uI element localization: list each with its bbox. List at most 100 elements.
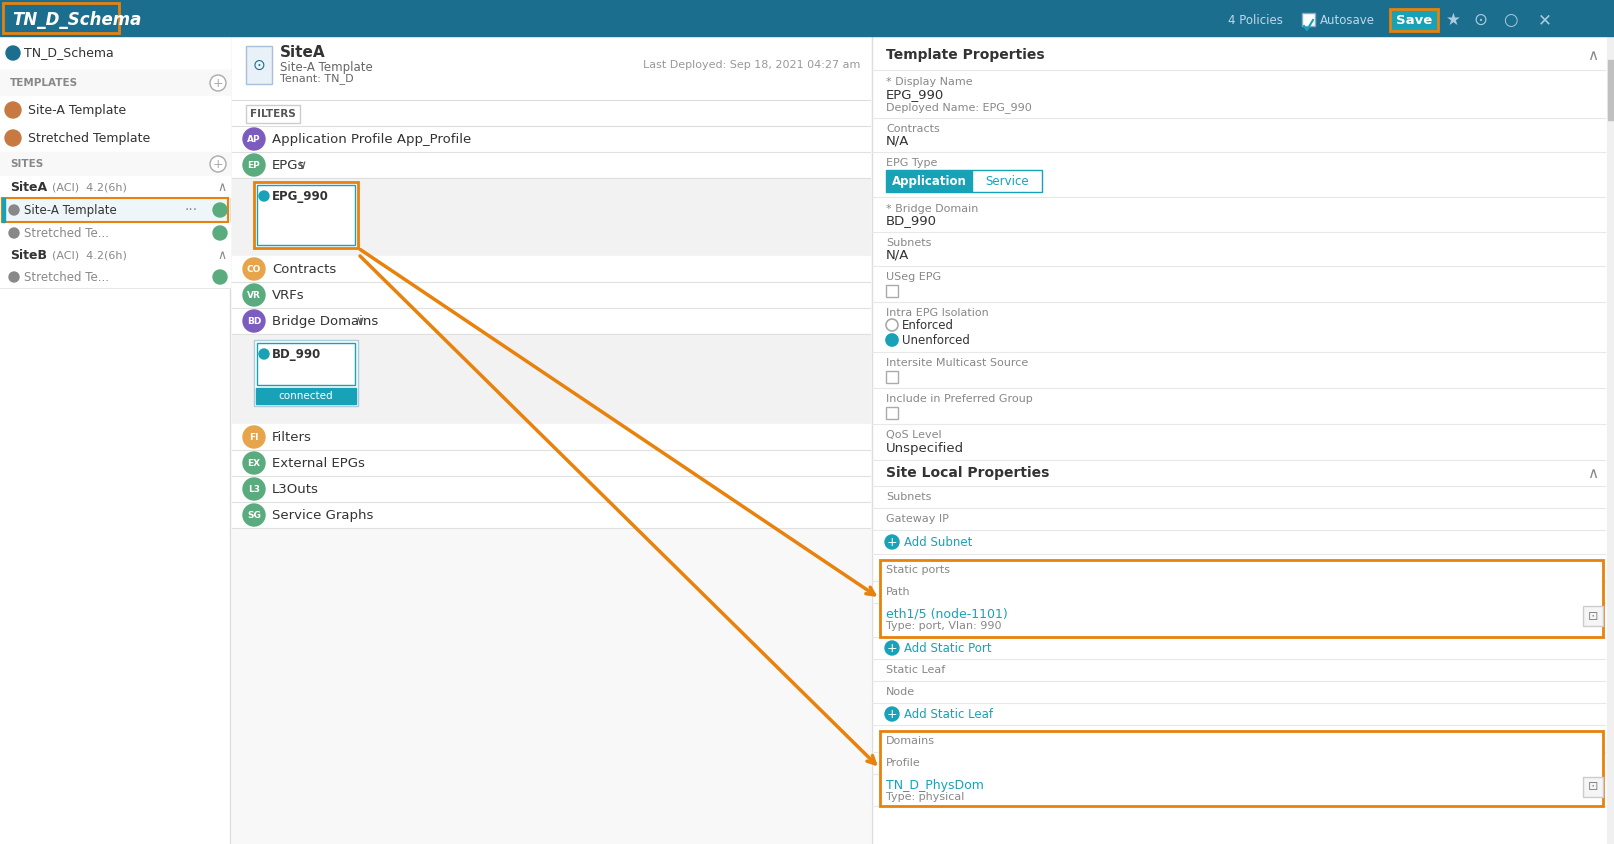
Text: 4 Policies: 4 Policies — [1227, 14, 1282, 26]
FancyBboxPatch shape — [1582, 777, 1603, 797]
Circle shape — [6, 46, 19, 60]
FancyBboxPatch shape — [1582, 606, 1603, 626]
FancyBboxPatch shape — [0, 266, 229, 288]
Text: Node: Node — [886, 687, 915, 697]
FancyBboxPatch shape — [232, 152, 870, 178]
Text: Last Deployed: Sep 18, 2021 04:27 am: Last Deployed: Sep 18, 2021 04:27 am — [642, 60, 860, 70]
FancyBboxPatch shape — [872, 36, 1614, 844]
Text: ∨: ∨ — [297, 159, 307, 171]
Text: SiteA: SiteA — [10, 181, 47, 193]
Text: ✕: ✕ — [1537, 11, 1551, 29]
FancyBboxPatch shape — [1606, 36, 1614, 844]
Text: +: + — [886, 707, 897, 721]
FancyBboxPatch shape — [232, 126, 870, 152]
Circle shape — [886, 334, 897, 346]
FancyBboxPatch shape — [0, 124, 229, 152]
FancyBboxPatch shape — [232, 476, 870, 502]
Text: +: + — [213, 158, 223, 170]
FancyBboxPatch shape — [1301, 13, 1314, 26]
Text: ⊙: ⊙ — [252, 57, 265, 73]
FancyBboxPatch shape — [257, 388, 355, 404]
Text: Static Leaf: Static Leaf — [886, 665, 944, 675]
Text: (ACI)  4.2(6h): (ACI) 4.2(6h) — [52, 250, 128, 260]
Text: Stretched Template: Stretched Template — [27, 132, 150, 144]
FancyBboxPatch shape — [0, 152, 229, 176]
Text: N/A: N/A — [886, 248, 909, 262]
Text: Subnets: Subnets — [886, 238, 931, 248]
FancyBboxPatch shape — [0, 36, 229, 70]
Text: USeg EPG: USeg EPG — [886, 272, 941, 282]
Circle shape — [242, 284, 265, 306]
Text: TEMPLATES: TEMPLATES — [10, 78, 77, 88]
Text: SG: SG — [247, 511, 261, 520]
FancyBboxPatch shape — [232, 100, 870, 126]
FancyBboxPatch shape — [0, 244, 229, 266]
Text: (ACI)  4.2(6h): (ACI) 4.2(6h) — [52, 182, 128, 192]
Text: FI: FI — [249, 432, 258, 441]
FancyBboxPatch shape — [886, 285, 897, 297]
Text: CO: CO — [247, 264, 261, 273]
FancyBboxPatch shape — [0, 96, 229, 124]
Text: Add Static Leaf: Add Static Leaf — [904, 707, 993, 721]
Text: Subnets: Subnets — [886, 492, 931, 502]
Text: * Display Name: * Display Name — [886, 77, 972, 87]
Text: Stretched Te...: Stretched Te... — [24, 270, 108, 284]
Text: EPGs: EPGs — [271, 159, 305, 171]
FancyBboxPatch shape — [0, 36, 229, 844]
Text: Contracts: Contracts — [271, 262, 336, 275]
FancyBboxPatch shape — [257, 343, 355, 385]
Text: Site-A Template: Site-A Template — [279, 61, 373, 73]
Text: Unenforced: Unenforced — [902, 333, 970, 347]
Circle shape — [213, 270, 228, 284]
Text: BD_990: BD_990 — [271, 348, 321, 360]
Circle shape — [884, 535, 899, 549]
Text: Save: Save — [1394, 14, 1432, 26]
Circle shape — [213, 203, 228, 217]
Text: Service: Service — [985, 175, 1028, 187]
Text: Stretched Te...: Stretched Te... — [24, 226, 108, 240]
Text: ★: ★ — [1445, 11, 1459, 29]
Text: ⊡: ⊡ — [1587, 781, 1598, 793]
FancyBboxPatch shape — [232, 36, 870, 100]
FancyBboxPatch shape — [3, 3, 119, 33]
Text: SITES: SITES — [10, 159, 44, 169]
Text: QoS Level: QoS Level — [886, 430, 941, 440]
FancyBboxPatch shape — [232, 308, 870, 334]
FancyBboxPatch shape — [880, 731, 1603, 806]
Text: VRFs: VRFs — [271, 289, 305, 301]
Text: Filters: Filters — [271, 430, 312, 443]
Circle shape — [884, 707, 899, 721]
Text: Application Profile App_Profile: Application Profile App_Profile — [271, 133, 471, 145]
Text: Include in Preferred Group: Include in Preferred Group — [886, 394, 1031, 404]
Text: connected: connected — [279, 391, 332, 401]
Text: Add Subnet: Add Subnet — [904, 535, 972, 549]
Text: Enforced: Enforced — [902, 318, 954, 332]
Text: +: + — [886, 641, 897, 654]
Circle shape — [242, 128, 265, 150]
Text: TN_D_Schema: TN_D_Schema — [24, 46, 113, 59]
FancyBboxPatch shape — [232, 450, 870, 476]
Text: TN_D_Schema: TN_D_Schema — [11, 11, 142, 29]
Text: N/A: N/A — [886, 134, 909, 148]
FancyBboxPatch shape — [0, 70, 229, 96]
Text: Contracts: Contracts — [886, 124, 939, 134]
Text: FILTERS: FILTERS — [250, 109, 295, 119]
Text: L3: L3 — [249, 484, 260, 494]
Circle shape — [5, 102, 21, 118]
Text: Add Static Port: Add Static Port — [904, 641, 991, 654]
Text: Type: port, Vlan: 990: Type: port, Vlan: 990 — [886, 621, 1001, 631]
Circle shape — [10, 272, 19, 282]
FancyBboxPatch shape — [245, 46, 271, 84]
Text: Intersite Multicast Source: Intersite Multicast Source — [886, 358, 1028, 368]
Text: TN_D_PhysDom: TN_D_PhysDom — [886, 778, 983, 792]
Text: VR: VR — [247, 290, 261, 300]
Text: Autosave: Autosave — [1319, 14, 1374, 26]
Circle shape — [242, 478, 265, 500]
Circle shape — [242, 310, 265, 332]
Text: Gateway IP: Gateway IP — [886, 514, 949, 524]
Text: ○: ○ — [1501, 11, 1516, 29]
Text: BD_990: BD_990 — [886, 214, 936, 228]
Circle shape — [258, 191, 270, 201]
Text: Deployed Name: EPG_990: Deployed Name: EPG_990 — [886, 103, 1031, 113]
FancyBboxPatch shape — [232, 178, 870, 256]
